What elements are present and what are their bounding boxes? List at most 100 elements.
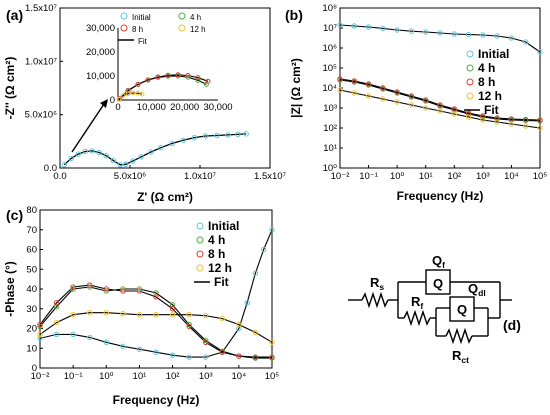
panel-a-legend: Initial 4 h 8 h 12 h Fit — [118, 12, 206, 46]
data-point-8-h — [380, 85, 386, 91]
data-point-12-h — [153, 311, 159, 318]
x-tick-label: 10¹ — [133, 371, 147, 382]
data-point-initial — [136, 346, 143, 352]
data-point-initial — [408, 28, 415, 34]
data-point-8-h — [508, 116, 515, 122]
inset-point-8-h — [195, 75, 201, 81]
inset-point-8-h — [175, 72, 181, 78]
fit-curve-4-h — [339, 79, 541, 122]
data-point-initial — [96, 149, 102, 156]
data-point-12-h — [37, 331, 43, 338]
y-tick-label: 5.0x10⁶ — [25, 110, 58, 121]
y-tick-label: 10⁸ — [322, 3, 337, 14]
data-point-12-h — [337, 87, 343, 93]
data-point-initial — [138, 154, 144, 160]
x-tick-label: 10⁻¹ — [359, 171, 378, 182]
panel-b-label: (b) — [285, 7, 303, 23]
y-tick-label: 10⁴ — [322, 83, 337, 94]
x-tick-label: 10² — [447, 171, 461, 182]
data-point-12-h — [87, 310, 93, 316]
panel-a-fit-curve — [63, 133, 247, 166]
x-tick-label: 10² — [166, 371, 180, 382]
data-point-initial — [68, 155, 74, 162]
data-point-12-h — [380, 96, 386, 102]
data-point-initial — [117, 162, 123, 168]
data-point-8-h — [523, 116, 529, 123]
data-point-12-h — [103, 310, 109, 316]
inset-point-8-h — [155, 74, 161, 80]
resistor-rct — [445, 327, 473, 345]
inset-fit-12-h — [118, 92, 143, 100]
data-point-8-h — [269, 354, 275, 360]
panel-b-x-ticks: 10⁻² 10⁻¹ 10⁰ 10¹ 10² 10³ 10⁴ 10⁵ — [331, 165, 547, 182]
legend-fit-label: Fit — [484, 103, 499, 117]
panel-d-labels: (d) Q Q Rs Qf Qdl Rf Rct — [370, 253, 521, 365]
zoom-arrow-head — [100, 99, 108, 108]
fit-curve-8-h — [339, 78, 541, 121]
data-point-8-h — [169, 306, 176, 312]
qdl-main: Q — [468, 281, 478, 296]
x-tick-label: 10⁰ — [390, 171, 405, 182]
panel-b-frame — [339, 7, 541, 169]
data-point-initial — [437, 30, 443, 36]
data-point-12-h — [236, 321, 242, 328]
y-tick-label: 10⁶ — [323, 43, 338, 54]
y-tick-label: 10⁷ — [323, 23, 338, 34]
data-point-8-h — [153, 294, 159, 300]
data-point-initial — [110, 157, 116, 164]
y-tick-label: 1.0x10⁷ — [25, 56, 58, 67]
legend-marker-4-h — [178, 12, 186, 20]
data-point-4-h — [203, 337, 209, 344]
inset-point-4-h — [195, 77, 201, 83]
inset-fit-curves — [118, 74, 209, 100]
data-point-8-h — [365, 81, 372, 87]
data-point-initial — [148, 149, 154, 155]
data-point-initial — [186, 354, 192, 360]
data-point-8-h — [103, 286, 109, 292]
inset-point-12-h — [116, 96, 122, 102]
y-tick-label: 50 — [26, 264, 37, 275]
panel-a-x-axis-label: Z' (Ω cm²) — [137, 190, 193, 204]
data-point-8-h — [37, 321, 43, 328]
inset-x-tick-label: 20,000 — [170, 102, 199, 113]
legend-marker-12-h — [196, 264, 204, 272]
data-point-initial — [252, 270, 259, 276]
data-point-initial — [89, 148, 95, 154]
x-tick-label: 10⁻² — [31, 371, 50, 382]
data-point-initial — [191, 134, 198, 141]
data-point-initial — [261, 246, 267, 253]
data-point-8-h — [236, 353, 242, 359]
legend-label-8-h: 8 h — [478, 75, 495, 89]
data-point-initial — [158, 145, 164, 151]
legend-marker-initial — [120, 12, 128, 20]
data-point-initial — [75, 151, 81, 157]
inset-y-tick-label: 10,000 — [86, 71, 115, 82]
x-tick-label: 10³ — [476, 171, 490, 182]
rf-label: Rf — [411, 294, 423, 311]
data-point-initial — [494, 33, 500, 39]
data-point-12-h — [120, 310, 126, 317]
data-point-initial — [153, 349, 159, 355]
qf-main: Q — [432, 253, 442, 268]
data-point-initial — [53, 331, 60, 338]
data-point-12-h — [269, 339, 275, 346]
data-point-initial — [70, 331, 76, 338]
panel-a-data-points — [61, 131, 249, 168]
data-point-initial — [365, 24, 372, 30]
legend-label-4-h: 4 h — [208, 233, 225, 247]
data-point-8-h — [437, 102, 443, 108]
data-point-8-h — [351, 78, 357, 84]
legend-marker-12-h — [178, 24, 186, 32]
y-tick-label: 1.5x10⁷ — [25, 3, 58, 14]
data-point-12-h — [252, 329, 259, 336]
panel-c-data-points — [37, 227, 275, 361]
data-point-8-h — [120, 288, 126, 294]
panel-c-y-axis-label: -Phase (°) — [3, 261, 17, 316]
resistor-rf — [403, 309, 431, 327]
data-point-initial — [508, 35, 515, 41]
legend-marker-8-h — [466, 78, 474, 86]
data-point-8-h — [219, 349, 225, 355]
data-point-4-h — [37, 323, 43, 330]
data-point-initial — [87, 334, 93, 341]
inset-point-8-h — [125, 88, 131, 94]
